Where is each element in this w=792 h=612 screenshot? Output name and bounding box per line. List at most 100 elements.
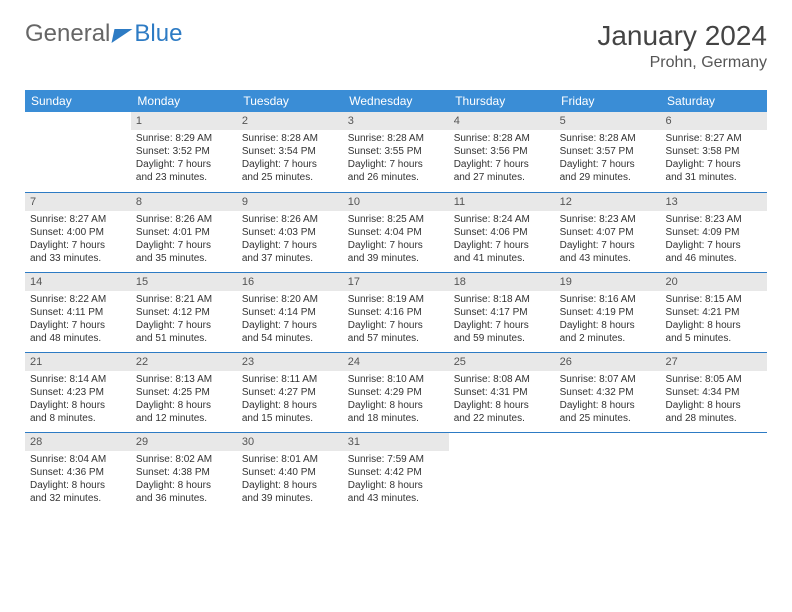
calendar-cell: 13Sunrise: 8:23 AMSunset: 4:09 PMDayligh… [661,192,767,272]
day-line: Sunset: 4:12 PM [136,306,232,319]
day-line: Sunrise: 8:19 AM [348,293,444,306]
day-number: 28 [25,433,131,451]
day-content: Sunrise: 8:28 AMSunset: 3:57 PMDaylight:… [555,130,661,189]
day-line: Sunset: 4:04 PM [348,226,444,239]
day-content: Sunrise: 8:02 AMSunset: 4:38 PMDaylight:… [131,451,237,510]
day-line: Daylight: 7 hours [348,319,444,332]
calendar-cell: 5Sunrise: 8:28 AMSunset: 3:57 PMDaylight… [555,112,661,192]
day-line: Sunrise: 8:15 AM [666,293,762,306]
day-line: and 5 minutes. [666,332,762,345]
day-line: Sunrise: 8:26 AM [242,213,338,226]
day-line: Sunset: 4:11 PM [30,306,126,319]
calendar-cell: 20Sunrise: 8:15 AMSunset: 4:21 PMDayligh… [661,272,767,352]
calendar-cell: 16Sunrise: 8:20 AMSunset: 4:14 PMDayligh… [237,272,343,352]
calendar-row: 21 Sunrise: 8:14 AMSunset: 4:23 PM Dayligh… [25,352,767,432]
day-line: and 23 minutes. [136,171,232,184]
day-number: 27 [661,353,767,371]
day-line: Sunrise: 8:27 AM [666,132,762,145]
day-content: Sunrise: 8:28 AMSunset: 3:54 PMDaylight:… [237,130,343,189]
day-line: Sunrise: 8:28 AM [348,132,444,145]
day-content: Sunrise: 8:18 AMSunset: 4:17 PMDaylight:… [449,291,555,350]
day-line: Sunrise: 8:04 AM [30,453,126,466]
day-line: Sunrise: 8:11 AM [242,373,338,386]
day-line: Daylight: 7 hours [30,239,126,252]
day-number: 1 [131,112,237,130]
location: Prohn, Germany [597,54,767,72]
day-line: Sunset: 4:03 PM [242,226,338,239]
calendar-cell: 7Sunrise: 8:27 AMSunset: 4:00 PMDaylight… [25,192,131,272]
day-line: Daylight: 8 hours [242,479,338,492]
day-number: 6 [661,112,767,130]
day-line: Sunset: 4:38 PM [136,466,232,479]
day-line: Sunrise: 8:24 AM [454,213,550,226]
day-number: 5 [555,112,661,130]
day-number: 16 [237,273,343,291]
day-content: Sunrise: 8:24 AMSunset: 4:06 PMDaylight:… [449,211,555,270]
day-line: Sunset: 3:58 PM [666,145,762,158]
day-line: and 39 minutes. [348,252,444,265]
day-line: Sunset: 4:31 PM [454,386,550,399]
day-line: and 51 minutes. [136,332,232,345]
day-number: 14 [25,273,131,291]
day-line: and 39 minutes. [242,492,338,505]
day-line: Sunset: 4:29 PM [348,386,444,399]
day-line: Sunrise: 7:59 AM [348,453,444,466]
day-line: and 18 minutes. [348,412,444,425]
day-line: Sunrise: 8:28 AM [560,132,656,145]
day-number: 21 [25,353,131,371]
day-line: Sunset: 3:55 PM [348,145,444,158]
calendar-cell: 25Sunrise: 8:08 AMSunset: 4:31 PMDayligh… [449,352,555,432]
day-line: and 41 minutes. [454,252,550,265]
calendar-cell: 30Sunrise: 8:01 AMSunset: 4:40 PMDayligh… [237,432,343,512]
day-line: and 27 minutes. [454,171,550,184]
day-content: Sunrise: 8:19 AMSunset: 4:16 PMDaylight:… [343,291,449,350]
day-line: Sunset: 4:21 PM [666,306,762,319]
day-number: 26 [555,353,661,371]
calendar-cell: 1Sunrise: 8:29 AMSunset: 3:52 PMDaylight… [131,112,237,192]
day-line: Sunset: 3:57 PM [560,145,656,158]
day-line: and 33 minutes. [30,252,126,265]
day-line: Daylight: 7 hours [666,158,762,171]
day-line: Sunrise: 8:01 AM [242,453,338,466]
calendar-cell: 29Sunrise: 8:02 AMSunset: 4:38 PMDayligh… [131,432,237,512]
weekday-header: Sunday [25,90,131,112]
day-line: Daylight: 7 hours [136,239,232,252]
day-line: Sunrise: 8:21 AM [136,293,232,306]
day-line: and 37 minutes. [242,252,338,265]
day-number: 11 [449,193,555,211]
calendar-cell: 23Sunrise: 8:11 AMSunset: 4:27 PMDayligh… [237,352,343,432]
day-number: 8 [131,193,237,211]
calendar-cell: 15Sunrise: 8:21 AMSunset: 4:12 PMDayligh… [131,272,237,352]
calendar-cell: 11Sunrise: 8:24 AMSunset: 4:06 PMDayligh… [449,192,555,272]
day-number: 7 [25,193,131,211]
day-line: Daylight: 7 hours [242,239,338,252]
calendar-cell: 12Sunrise: 8:23 AMSunset: 4:07 PMDayligh… [555,192,661,272]
day-content: Sunrise: 8:23 AMSunset: 4:09 PMDaylight:… [661,211,767,270]
day-line: and 35 minutes. [136,252,232,265]
day-number: 4 [449,112,555,130]
calendar-cell: 3Sunrise: 8:28 AMSunset: 3:55 PMDaylight… [343,112,449,192]
calendar-cell: 9Sunrise: 8:26 AMSunset: 4:03 PMDaylight… [237,192,343,272]
calendar-body: 1Sunrise: 8:29 AMSunset: 3:52 PMDaylight… [25,112,767,512]
day-line: Sunset: 3:56 PM [454,145,550,158]
day-line: Sunrise: 8:26 AM [136,213,232,226]
day-line: Sunrise: 8:25 AM [348,213,444,226]
day-line: Daylight: 7 hours [136,158,232,171]
day-line: Daylight: 7 hours [136,319,232,332]
title-block: January 2024 Prohn, Germany [597,20,767,72]
day-line: Sunset: 4:42 PM [348,466,444,479]
month-title: January 2024 [597,20,767,52]
day-line: Sunrise: 8:07 AM [560,373,656,386]
calendar-cell: 31Sunrise: 7:59 AMSunset: 4:42 PMDayligh… [343,432,449,512]
day-line: Daylight: 7 hours [348,239,444,252]
day-line: Sunset: 4:36 PM [30,466,126,479]
day-line: Sunset: 4:23 PM [30,386,126,399]
day-line: Daylight: 8 hours [666,399,762,412]
day-line: Sunset: 4:06 PM [454,226,550,239]
day-line: Sunrise: 8:14 AM [30,373,126,386]
day-number: 18 [449,273,555,291]
day-number: 20 [661,273,767,291]
day-line: Daylight: 8 hours [242,399,338,412]
day-line: Daylight: 8 hours [136,399,232,412]
day-line: Sunset: 4:25 PM [136,386,232,399]
